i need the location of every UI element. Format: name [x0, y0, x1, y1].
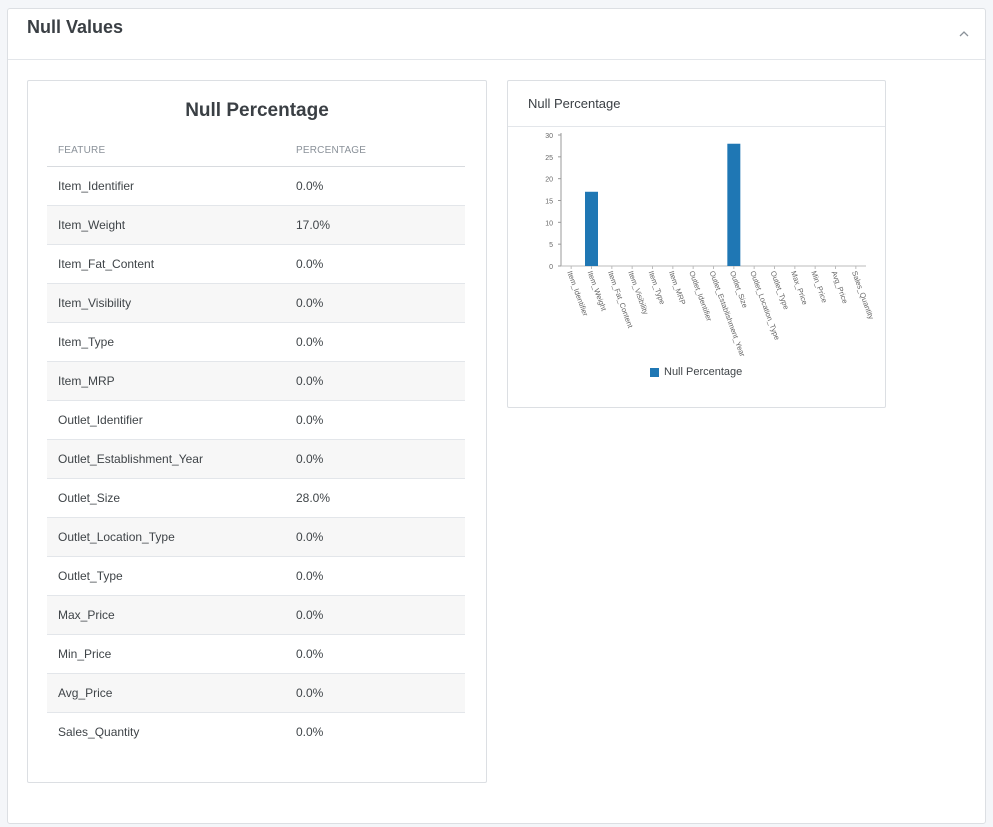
- x-tick-label: Item_Visibility: [626, 270, 650, 316]
- table-row: Outlet_Identifier 0.0%: [47, 400, 465, 440]
- feature-cell: Outlet_Identifier: [47, 400, 285, 440]
- y-tick-label: 10: [545, 220, 553, 227]
- table-row: Outlet_Location_Type 0.0%: [47, 517, 465, 557]
- y-tick-label: 15: [545, 199, 553, 206]
- x-tick-label: Avg_Price: [830, 270, 850, 305]
- percentage-cell: 0.0%: [285, 517, 465, 557]
- chevron-up-icon[interactable]: [957, 27, 971, 41]
- table-row: Item_Fat_Content 0.0%: [47, 244, 465, 284]
- table-row: Item_Weight 17.0%: [47, 205, 465, 245]
- feature-cell: Item_Visibility: [47, 283, 285, 323]
- feature-cell: Item_Identifier: [47, 166, 285, 206]
- percentage-cell: 17.0%: [285, 205, 465, 245]
- table-row: Outlet_Size 28.0%: [47, 478, 465, 518]
- percentage-cell: 0.0%: [285, 283, 465, 323]
- y-tick-label: 25: [545, 155, 553, 162]
- y-tick-label: 5: [549, 242, 553, 249]
- x-tick-label: Item_MRP: [667, 270, 688, 306]
- x-tick-label: Item_Type: [647, 270, 667, 306]
- y-tick-label: 0: [549, 264, 553, 271]
- feature-cell: Min_Price: [47, 634, 285, 674]
- percentage-cell: 0.0%: [285, 361, 465, 401]
- null-percentage-table: FEATURE PERCENTAGE Item_Identifier 0.0% It…: [47, 136, 465, 751]
- x-tick-label: Item_Identifier: [565, 270, 590, 318]
- legend-label: Null Percentage: [664, 366, 743, 378]
- table-row: Outlet_Type 0.0%: [47, 556, 465, 596]
- feature-cell: Outlet_Type: [47, 556, 285, 596]
- feature-cell: Outlet_Location_Type: [47, 517, 285, 557]
- x-tick-label: Min_Price: [809, 270, 829, 304]
- y-tick-label: 20: [545, 177, 553, 184]
- percentage-cell: 0.0%: [285, 634, 465, 674]
- table-row: Item_MRP 0.0%: [47, 361, 465, 401]
- percentage-cell: 28.0%: [285, 478, 465, 518]
- table-row: Item_Identifier 0.0%: [47, 166, 465, 206]
- feature-cell: Outlet_Establishment_Year: [47, 439, 285, 479]
- table-header-row: FEATURE PERCENTAGE: [47, 136, 465, 167]
- null-table-card: Null Percentage FEATURE PERCENTAGE Item_…: [27, 80, 487, 783]
- table-row: Item_Visibility 0.0%: [47, 283, 465, 323]
- chart-header: Null Percentage: [508, 81, 885, 127]
- chart-legend[interactable]: Null Percentage: [650, 366, 742, 378]
- null-values-card: Null Values Null Percentage FEATURE PERC…: [7, 8, 986, 824]
- x-tick-label: Sales_Quantity: [850, 270, 876, 321]
- x-tick-label: Max_Price: [789, 270, 810, 306]
- table-row: Max_Price 0.0%: [47, 595, 465, 635]
- y-tick-label: 30: [545, 133, 553, 140]
- percentage-cell: 0.0%: [296, 724, 324, 739]
- card-header: Null Values: [8, 9, 985, 60]
- percentage-cell: 0.0%: [285, 595, 465, 635]
- legend-swatch: [650, 367, 659, 377]
- feature-cell: Item_MRP: [47, 361, 285, 401]
- page-title: Null Values: [27, 17, 124, 37]
- table-row: Avg_Price 0.0%: [47, 673, 465, 713]
- column-header-feature: FEATURE: [47, 136, 285, 167]
- percentage-cell: 0.0%: [285, 400, 465, 440]
- percentage-cell: 0.0%: [285, 673, 465, 713]
- table-title: Null Percentage: [185, 100, 329, 121]
- feature-cell: Max_Price: [47, 595, 285, 635]
- table-row: Outlet_Establishment_Year 0.0%: [47, 439, 465, 479]
- chart-card-title: Null Percentage: [528, 96, 621, 111]
- percentage-cell: 0.0%: [285, 439, 465, 479]
- percentage-cell: 0.0%: [285, 556, 465, 596]
- feature-cell: Item_Weight: [47, 205, 285, 245]
- x-tick-label: Outlet_Type: [769, 270, 791, 311]
- table-row: Sales_Quantity 0.0%: [47, 712, 465, 751]
- bar-Outlet_Size: [727, 143, 741, 266]
- table-row: Item_Type 0.0%: [47, 322, 465, 362]
- percentage-cell: 0.0%: [285, 244, 465, 284]
- percentage-cell: 0.0%: [285, 166, 465, 206]
- feature-cell: Avg_Price: [47, 673, 285, 713]
- feature-cell: Item_Type: [47, 322, 285, 362]
- percentage-cell: 0.0%: [285, 322, 465, 362]
- feature-cell: Item_Fat_Content: [47, 244, 285, 284]
- column-header-percentage: PERCENTAGE: [285, 136, 465, 167]
- x-tick-label: Item_Weight: [586, 270, 609, 313]
- feature-cell: Outlet_Size: [47, 478, 285, 518]
- table-row: Min_Price 0.0%: [47, 634, 465, 674]
- feature-cell: Sales_Quantity: [58, 724, 140, 739]
- bar-Item_Weight: [585, 191, 598, 266]
- chart-card: Null Percentage 0 5 10 15 20 25 30 Item_Identif…: [507, 80, 886, 408]
- x-tick-label: Outlet_Size: [728, 270, 750, 310]
